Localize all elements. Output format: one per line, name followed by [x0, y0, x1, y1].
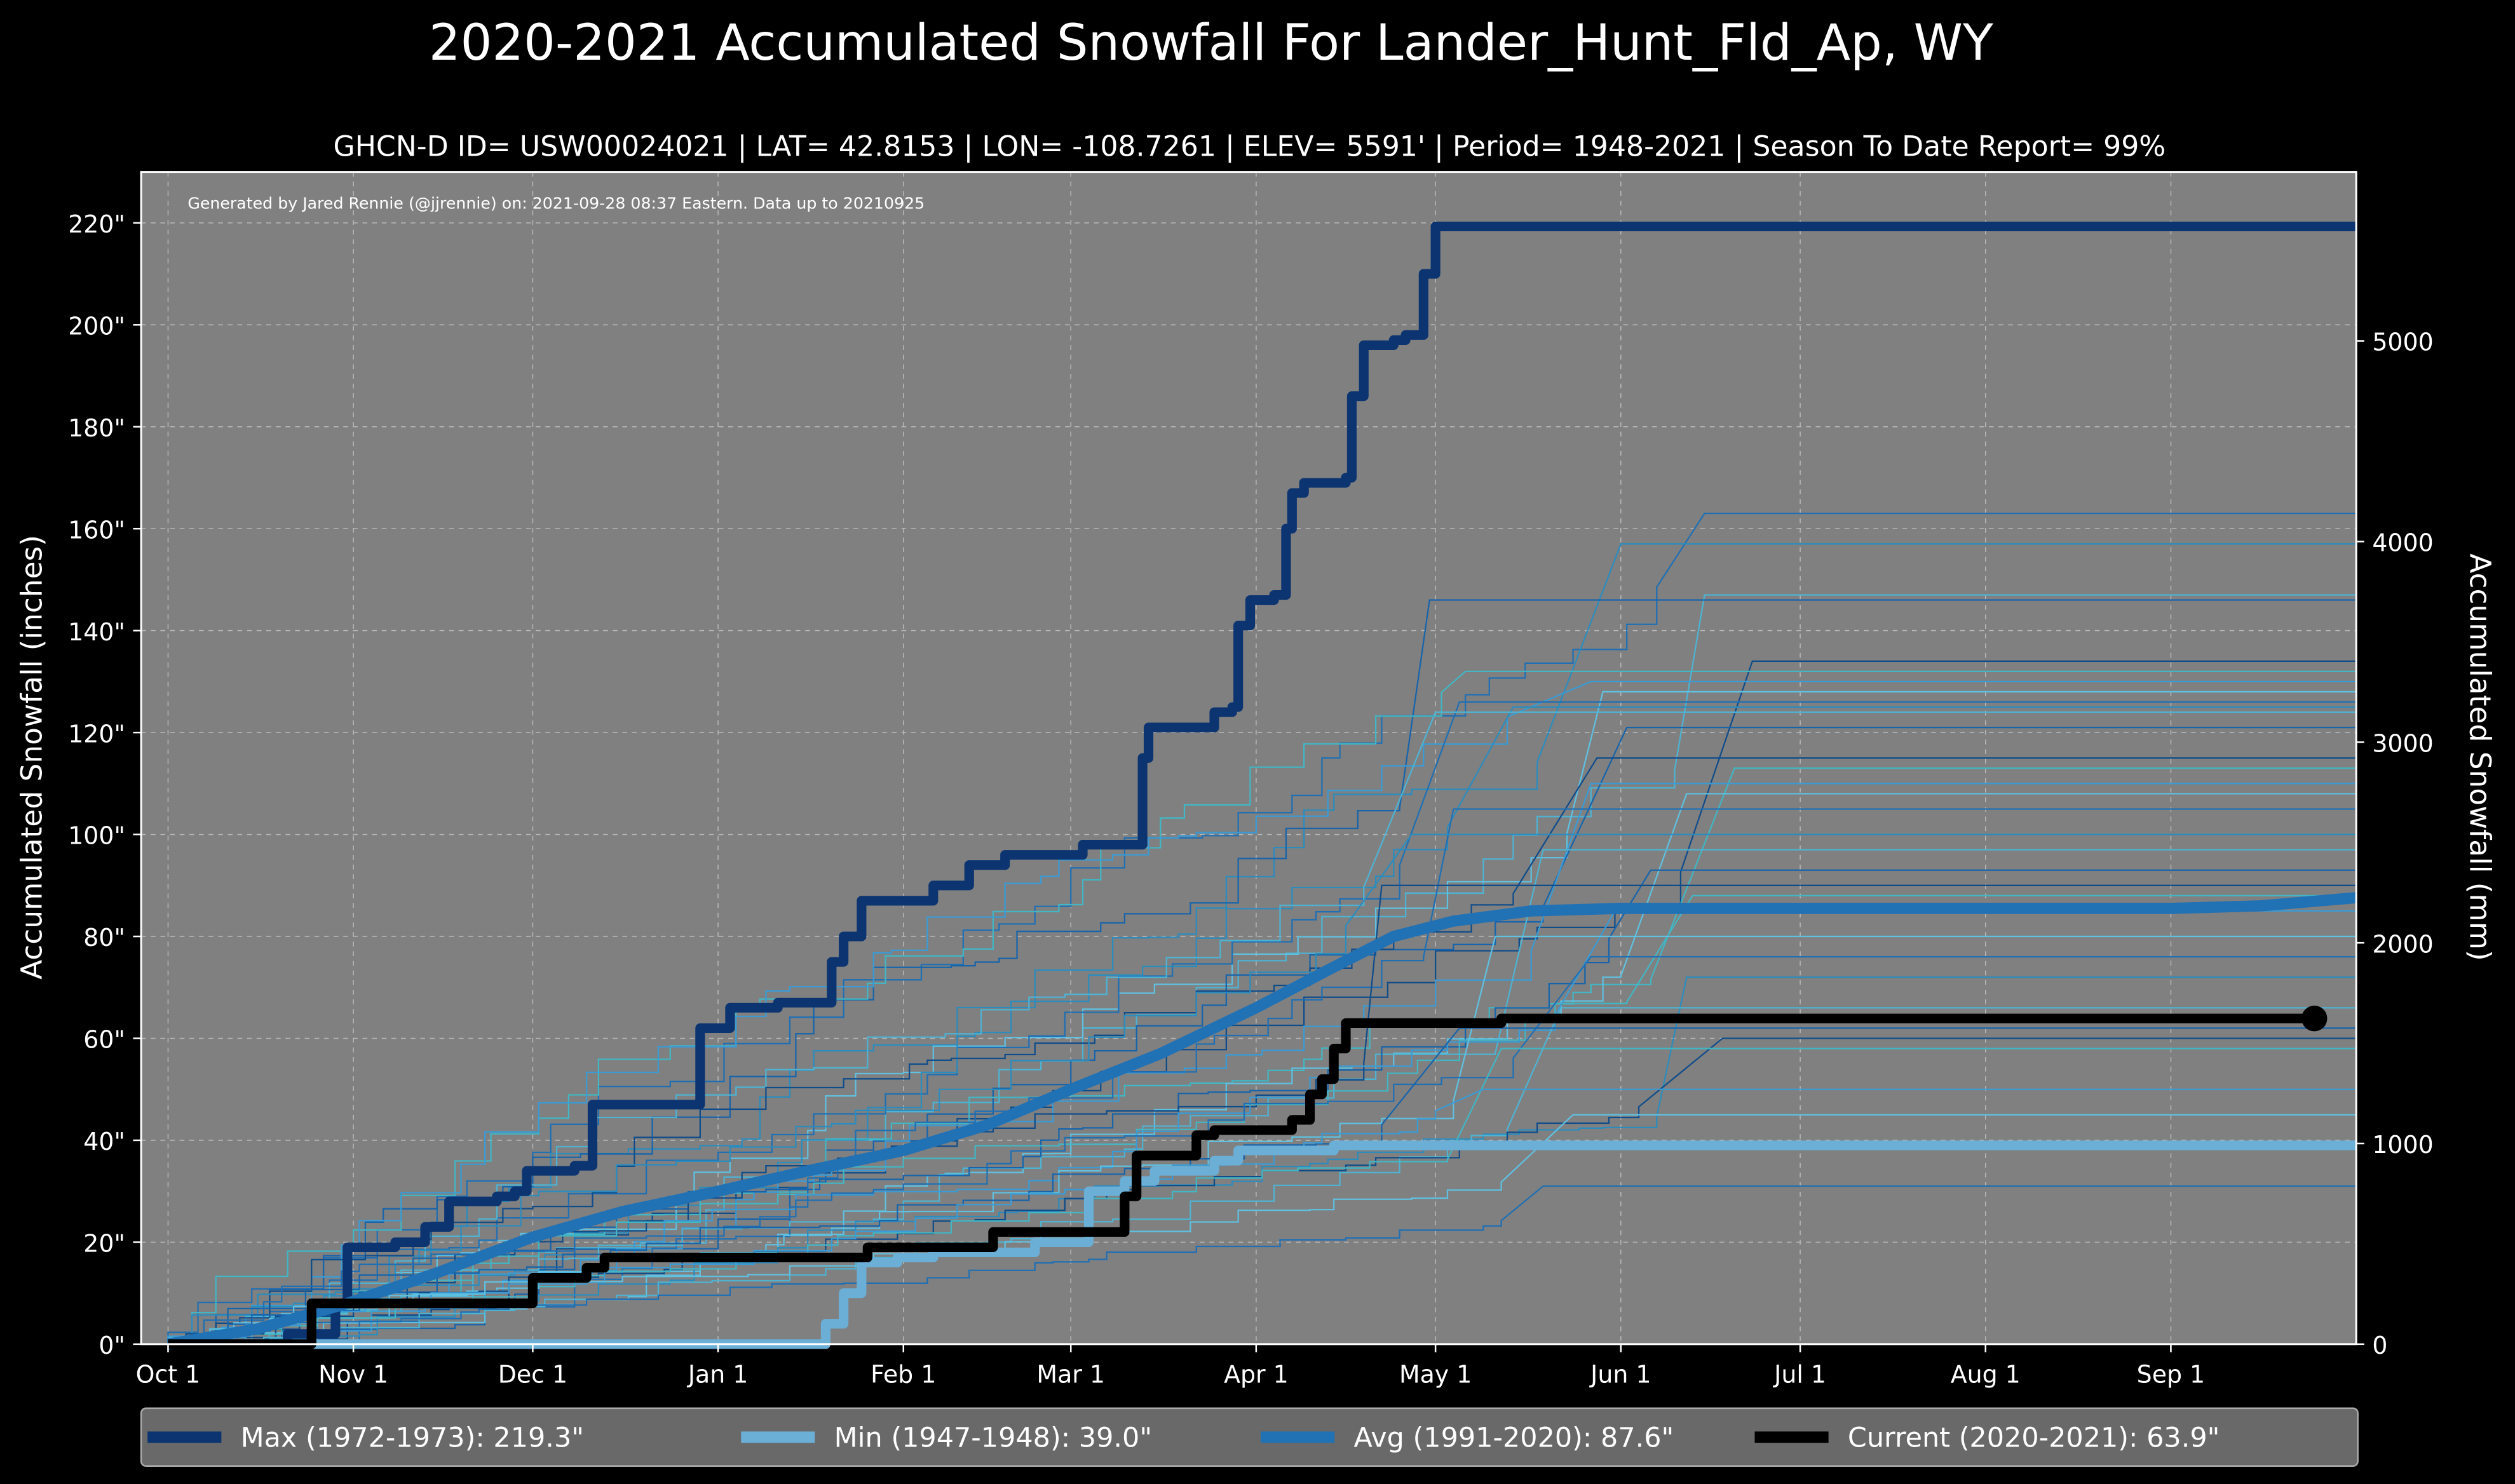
x-tick-label: Feb 1: [871, 1360, 936, 1388]
series-line-avg: [166, 892, 2357, 1350]
y-axis-right: 0 1000 2000 3000 4000 5000: [2356, 328, 2434, 1359]
y-axis-label-right: Accumulated Snowfall (mm): [2463, 553, 2497, 961]
x-tick-label: Oct 1: [136, 1360, 201, 1388]
series-line-current: [168, 1013, 2315, 1349]
x-tick-label: Aug 1: [1951, 1360, 2021, 1388]
y-tick-label: 200": [68, 312, 125, 340]
x-tick-label: May 1: [1399, 1360, 1472, 1388]
y-tick-label: 20": [83, 1230, 125, 1258]
background-season-line: [168, 543, 2357, 1345]
x-tick-label: Jul 1: [1773, 1360, 1826, 1388]
background-season-line: [168, 935, 2357, 1345]
legend-label-max: Max (1972-1973): 219.3": [241, 1422, 584, 1454]
chart-title: 2020-2021 Accumulated Snowfall For Lande…: [429, 14, 1993, 72]
background-season-line: [168, 1048, 2357, 1345]
y-tick-label: 60": [83, 1026, 125, 1054]
y-right-tick-label: 5000: [2372, 328, 2433, 356]
background-season-line: [167, 594, 2357, 1344]
background-season-line: [168, 833, 2357, 1345]
y-tick-label: 180": [68, 414, 125, 442]
legend-label-current: Current (2020-2021): 63.9": [1848, 1422, 2220, 1454]
background-season-line: [168, 884, 2357, 1345]
chart-subtitle: GHCN-D ID= USW00024021 | LAT= 42.8153 | …: [333, 130, 2166, 163]
x-tick-label: Nov 1: [318, 1360, 388, 1388]
y-tick-label: 0": [98, 1332, 125, 1359]
y-axis-label: Accumulated Snowfall (inches): [15, 535, 49, 980]
y-axis-left: 0" 20" 40" 60" 80" 100" 120" 140" 160" 180" 200" 22…: [68, 210, 142, 1359]
x-tick-label: Jun 1: [1589, 1360, 1651, 1388]
series-line-max: [168, 221, 2357, 1349]
background-season-line: [167, 680, 2357, 1344]
x-tick-label: Jan 1: [687, 1360, 748, 1388]
legend: Max (1972-1973): 219.3" Min (1947-1948): …: [147, 1422, 2220, 1454]
background-season-line: [168, 701, 2357, 1345]
x-tick-label: Dec 1: [498, 1360, 567, 1388]
y-right-tick-label: 4000: [2372, 529, 2433, 557]
y-tick-label: 100": [68, 822, 125, 850]
series-line-min: [168, 1140, 2357, 1349]
background-season-line: [168, 691, 2357, 1345]
y-tick-label: 80": [83, 924, 125, 952]
legend-label-avg: Avg (1991-2020): 87.6": [1353, 1422, 1674, 1454]
x-tick-label: Mar 1: [1036, 1360, 1105, 1388]
credit-annotation: Generated by Jared Rennie (@jjrennie) on…: [187, 194, 925, 213]
y-tick-label: 140": [68, 618, 125, 646]
x-axis: Oct 1 Nov 1 Dec 1 Jan 1 Feb 1 Mar 1 Apr 1 May 1…: [136, 1344, 2205, 1388]
plot-frame: [140, 171, 2357, 1346]
y-tick-label: 40": [83, 1128, 125, 1156]
y-tick-label: 220": [68, 210, 125, 238]
y-right-tick-label: 3000: [2372, 729, 2433, 757]
x-tick-label: Apr 1: [1224, 1360, 1289, 1388]
y-tick-label: 120": [68, 720, 125, 748]
legend-box: [140, 1407, 2359, 1467]
y-tick-label: 160": [68, 516, 125, 544]
y-right-tick-label: 1000: [2372, 1131, 2433, 1159]
background-season-line: [168, 757, 2357, 1345]
y-right-tick-label: 2000: [2372, 930, 2433, 958]
legend-label-min: Min (1947-1948): 39.0": [834, 1422, 1152, 1454]
y-right-tick-label: 0: [2372, 1332, 2387, 1359]
series-lines: [166, 221, 2357, 1350]
current-value-marker: [2301, 1006, 2328, 1032]
x-tick-label: Sep 1: [2137, 1360, 2205, 1388]
